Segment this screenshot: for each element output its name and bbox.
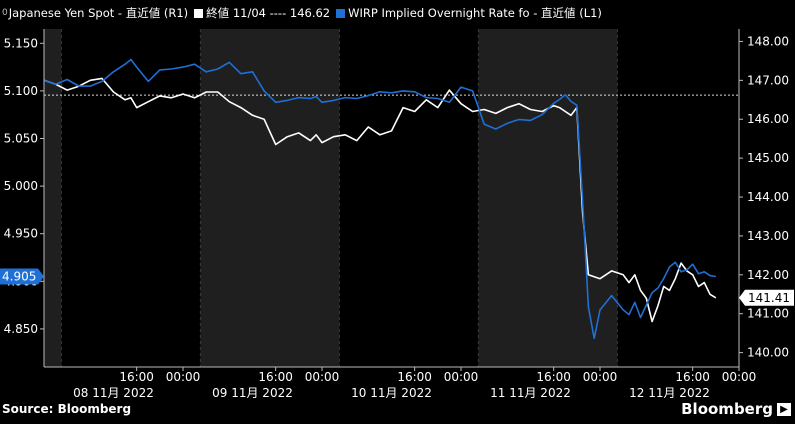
session-band [478, 29, 618, 367]
right-tick-label: 145.00 [747, 151, 789, 165]
left-tick-label: 5.050 [4, 131, 38, 145]
x-tick-label: 16:00 [119, 370, 154, 384]
x-tick-label: 00:00 [305, 370, 340, 384]
left-last-value-tag [0, 268, 44, 285]
day-label: 11 11月 2022 [490, 386, 571, 400]
left-last-value: 4.905 [2, 270, 36, 284]
x-tick-label: 00:00 [166, 370, 201, 384]
source-note: Source: Bloomberg [2, 402, 132, 416]
last-value-tags: 4.905 141.41 [0, 268, 794, 306]
left-tick-label: 5.000 [4, 179, 38, 193]
day-label: 09 11月 2022 [212, 386, 293, 400]
x-tick-label: 16:00 [397, 370, 432, 384]
session-band [44, 29, 62, 367]
left-tick-label: 4.850 [4, 322, 38, 336]
legend: 0 Japanese Yen Spot - 直近値 (R1) 終値 11/04 … [2, 4, 602, 22]
left-tick-label: 4.950 [4, 227, 38, 241]
series-lines [43, 58, 717, 340]
left-tick-label: 5.150 [4, 36, 38, 50]
legend-swatch-reference [194, 8, 204, 18]
wirp-rate-line [43, 58, 716, 340]
right-tick-label: 147.00 [747, 73, 789, 87]
x-tick-label: 16:00 [258, 370, 293, 384]
legend-wirp-label: WIRP Implied Overnight Rate fo - 直近値 (L1… [348, 6, 602, 20]
x-tick-label: 16:00 [675, 370, 710, 384]
right-tick-label: 140.00 [747, 346, 789, 360]
bloomberg-logo: Bloomberg [681, 400, 773, 418]
right-tick-label: 146.00 [747, 112, 789, 126]
x-tick-label: 00:00 [444, 370, 479, 384]
legend-reference-label: 終値 11/04 ---- 146.62 [206, 6, 331, 20]
day-label: 12 11月 2022 [629, 386, 710, 400]
session-band [200, 29, 340, 367]
x-tick-label: 00:00 [583, 370, 618, 384]
day-label: 10 11月 2022 [351, 386, 432, 400]
x-tick-label: 16:00 [536, 370, 571, 384]
right-tick-label: 143.00 [747, 229, 789, 243]
right-tick-label: 148.00 [747, 34, 789, 48]
left-tick-label: 5.100 [4, 84, 38, 98]
axes [40, 29, 743, 371]
legend-marker: 0 [2, 8, 8, 18]
legend-swatch-wirp [336, 8, 346, 18]
right-last-value: 141.41 [748, 291, 790, 305]
legend-yen-label: Japanese Yen Spot - 直近値 (R1) [8, 6, 189, 20]
gridlines [60, 29, 618, 367]
play-icon[interactable]: ▶ [777, 403, 791, 416]
session-bands [44, 29, 618, 367]
right-tick-label: 144.00 [747, 190, 789, 204]
right-tick-label: 142.00 [747, 268, 789, 282]
day-label: 08 11月 2022 [73, 386, 154, 400]
right-tick-label: 141.00 [747, 307, 789, 321]
x-tick-label: 00:00 [722, 370, 757, 384]
right-last-value-tag [739, 289, 794, 306]
